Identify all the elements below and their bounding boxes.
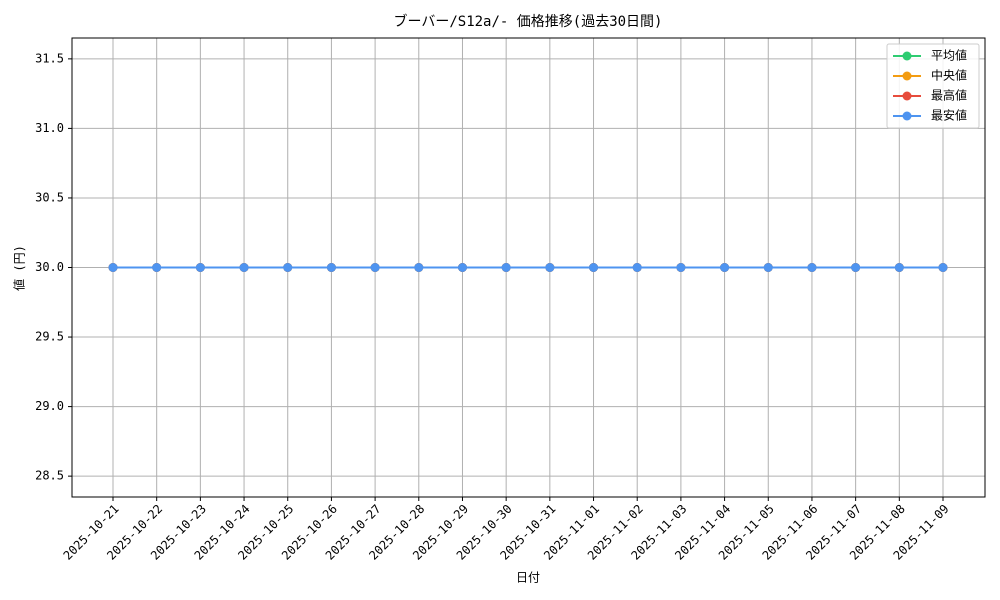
legend-marker [902,91,912,101]
data-point [807,263,817,272]
chart-title: ブーバー/S12a/- 価格推移(過去30日間) [393,13,662,30]
data-point [501,263,511,272]
data-point [676,263,686,272]
data-point [195,263,205,272]
y-tick-label: 28.5 [35,469,64,483]
y-tick-label: 29.0 [35,399,64,413]
plot-frame [71,37,986,498]
legend-marker [902,71,912,81]
data-point [545,263,555,272]
y-tick-label: 31.5 [35,51,64,65]
legend-marker [902,111,912,121]
data-point [152,263,162,272]
legend-marker [902,51,912,61]
data-point [283,263,293,272]
y-axis-label: 値 (円) [12,245,27,291]
y-tick-label: 29.5 [35,330,64,344]
data-point [763,263,773,272]
legend-label: 最安値 [931,108,967,123]
legend-box [886,43,980,129]
legend-label: 平均値 [931,48,967,63]
legend-label: 最高値 [931,88,967,103]
y-tick-label: 31.0 [35,121,64,135]
data-point [457,263,467,272]
data-point [326,263,336,272]
y-tick-label: 30.5 [35,190,64,204]
legend-label: 中央値 [931,68,967,83]
data-point [720,263,730,272]
data-point [894,263,904,272]
data-point [938,263,948,272]
data-point [632,263,642,272]
data-point [108,263,118,272]
data-point [851,263,861,272]
data-point [370,263,380,272]
data-point [239,263,249,272]
data-point [414,263,424,272]
x-axis-label: 日付 [516,571,540,585]
y-tick-label: 30.0 [35,260,64,274]
data-point [589,263,599,272]
